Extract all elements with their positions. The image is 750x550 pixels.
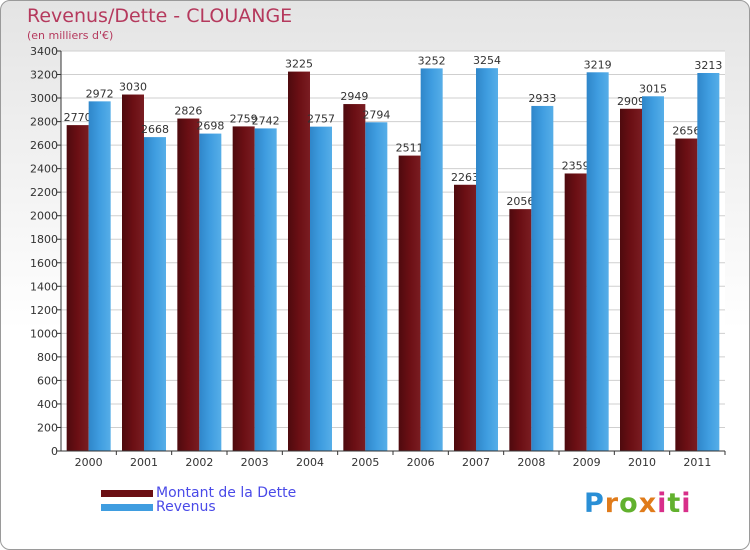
- data-label-revenus: 2933: [528, 92, 556, 105]
- bar-revenus: [199, 133, 222, 451]
- y-tick-label: 3000: [30, 92, 58, 105]
- data-label-dette: 3225: [285, 58, 313, 71]
- bar-revenus: [642, 96, 664, 451]
- data-label-revenus: 3015: [639, 82, 667, 95]
- y-tick-label: 3400: [30, 45, 58, 58]
- data-label-dette: 2826: [174, 105, 202, 118]
- x-tick-label: 2002: [185, 456, 213, 469]
- plot-area: [61, 51, 725, 451]
- legend-swatch-dette: [101, 490, 153, 497]
- x-tick-label: 2011: [683, 456, 711, 469]
- legend-swatch-revenus: [101, 504, 153, 511]
- bar-dette: [454, 184, 476, 451]
- bar-dette: [564, 173, 587, 451]
- bar-revenus: [420, 68, 443, 451]
- bar-revenus: [476, 68, 498, 452]
- bar-revenus: [144, 137, 166, 451]
- data-label-dette: 3030: [119, 81, 147, 94]
- data-label-dette: 2359: [562, 159, 590, 172]
- y-tick-label: 1200: [30, 304, 58, 317]
- bar-revenus: [365, 122, 388, 451]
- proxiti-logo: Proxiti: [584, 488, 692, 519]
- chart-title: Revenus/Dette - CLOUANGE: [27, 5, 293, 27]
- bar-revenus: [310, 126, 332, 451]
- data-label-revenus: 2742: [252, 114, 280, 127]
- x-tick-label: 2003: [241, 456, 269, 469]
- bar-dette: [288, 71, 310, 452]
- y-tick-label: 200: [37, 421, 58, 434]
- data-label-dette: 2056: [506, 195, 534, 208]
- bar-dette: [122, 94, 144, 451]
- y-tick-label: 600: [37, 374, 58, 387]
- y-tick-label: 1800: [30, 233, 58, 246]
- bar-dette: [177, 118, 200, 451]
- y-tick-label: 800: [37, 351, 58, 364]
- data-label-revenus: 2757: [307, 113, 335, 126]
- x-tick-label: 2001: [130, 456, 158, 469]
- data-label-dette: 2759: [230, 112, 258, 125]
- x-tick-label: 2010: [628, 456, 656, 469]
- bar-dette: [675, 138, 698, 451]
- bar-revenus: [254, 128, 277, 451]
- bar-dette: [343, 104, 366, 451]
- bar-dette: [509, 209, 532, 451]
- x-tick-label: 2008: [517, 456, 545, 469]
- data-label-dette: 2909: [617, 95, 645, 108]
- x-tick-label: 2004: [296, 456, 324, 469]
- y-tick-label: 400: [37, 398, 58, 411]
- data-label-revenus: 3219: [584, 58, 612, 71]
- x-tick-label: 2000: [75, 456, 103, 469]
- data-label-revenus: 2668: [141, 123, 169, 136]
- y-tick-label: 1000: [30, 327, 58, 340]
- y-tick-label: 2400: [30, 163, 58, 176]
- y-tick-label: 0: [51, 445, 58, 458]
- y-tick-label: 1600: [30, 257, 58, 270]
- y-tick-label: 1400: [30, 280, 58, 293]
- legend-label-revenus: Revenus: [156, 499, 216, 515]
- data-label-revenus: 2794: [362, 108, 390, 121]
- legend-label-dette: Montant de la Dette: [156, 485, 297, 501]
- bar-dette: [232, 126, 255, 451]
- data-label-dette: 2263: [451, 171, 479, 184]
- data-label-dette: 2511: [396, 142, 424, 155]
- x-tick-label: 2005: [351, 456, 379, 469]
- data-label-revenus: 3254: [473, 54, 501, 67]
- bar-revenus: [586, 72, 609, 451]
- y-tick-label: 2000: [30, 210, 58, 223]
- bar-dette: [398, 155, 421, 451]
- bar-revenus: [531, 105, 554, 452]
- chart-subtitle: (en milliers d'€): [27, 29, 114, 42]
- data-label-revenus: 3252: [418, 54, 446, 67]
- data-label-revenus: 3213: [694, 59, 722, 72]
- data-label-dette: 2656: [672, 125, 700, 138]
- x-tick-label: 2007: [462, 456, 490, 469]
- y-tick-label: 2600: [30, 139, 58, 152]
- x-tick-label: 2009: [573, 456, 601, 469]
- data-label-dette: 2770: [64, 111, 92, 124]
- bar-revenus: [88, 101, 111, 452]
- data-label-dette: 2949: [340, 90, 368, 103]
- x-tick-label: 2006: [407, 456, 435, 469]
- data-label-revenus: 2972: [86, 87, 114, 100]
- y-tick-label: 2800: [30, 116, 58, 129]
- bar-dette: [66, 125, 89, 451]
- y-tick-label: 2200: [30, 186, 58, 199]
- bar-revenus: [697, 73, 720, 451]
- data-label-revenus: 2698: [196, 120, 224, 133]
- bar-dette: [620, 108, 642, 451]
- y-tick-label: 3200: [30, 69, 58, 82]
